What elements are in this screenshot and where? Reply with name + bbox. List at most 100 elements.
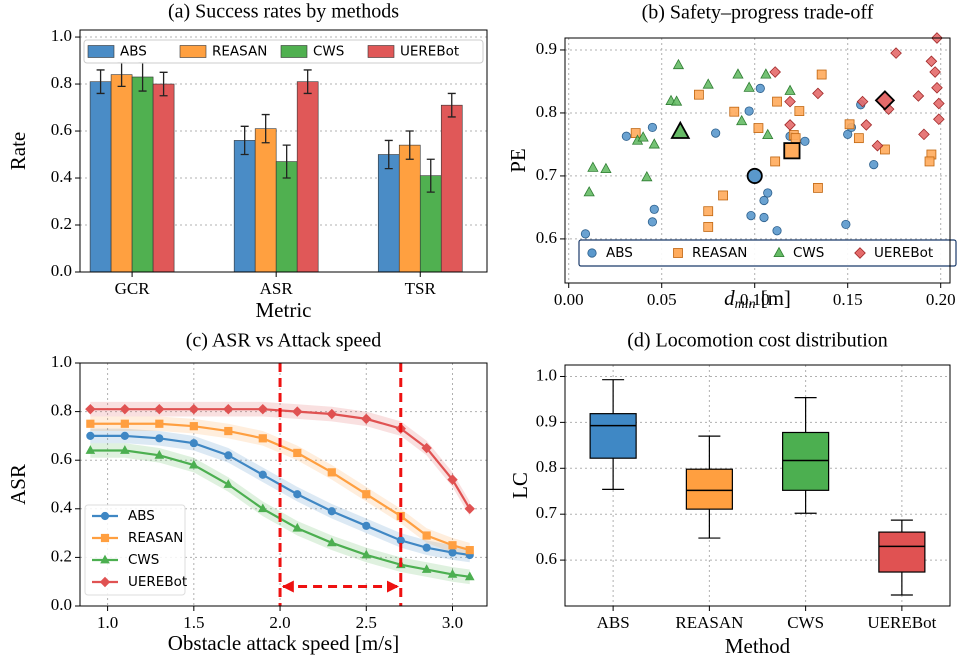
- scatter-point: [641, 170, 653, 182]
- scatter-point: [670, 95, 683, 106]
- scatter-point: [931, 81, 943, 94]
- scatter-point: [630, 128, 641, 139]
- legend-label: REASAN: [128, 530, 183, 546]
- scatter-point: [746, 211, 756, 221]
- scatter-point: [759, 195, 769, 206]
- scatter-point: [621, 131, 631, 141]
- y-tick-label: 0.8: [51, 401, 72, 420]
- panel: 0.0 0.2 0.4 0.6 0.8 1.0 (a) Success rates by m…: [6, 1, 488, 322]
- scatter-point: [784, 84, 796, 95]
- line-marker: [189, 439, 198, 448]
- legend-label: ABS: [606, 245, 633, 261]
- bar: [89, 81, 112, 273]
- whisker-high: [890, 519, 913, 533]
- scatter-point: [718, 190, 728, 201]
- y-tick-label: 0.9: [536, 39, 557, 58]
- error-bar: [384, 139, 393, 170]
- x-tick-label: 3.0: [442, 613, 463, 632]
- line-marker: [86, 419, 95, 428]
- scatter-point: [812, 87, 824, 100]
- line-marker: [447, 569, 458, 578]
- scatter-point: [759, 212, 769, 223]
- plot-frame: [564, 37, 951, 284]
- scatter-point: [744, 106, 754, 116]
- x-tick-label: ABS: [597, 613, 630, 632]
- y-tick-label: 0.9: [536, 411, 557, 430]
- bar: [377, 154, 400, 273]
- line-marker: [119, 403, 131, 415]
- legend-box: [578, 239, 957, 267]
- scatter-point: [583, 186, 595, 197]
- scatter-point: [800, 136, 810, 146]
- scatter-point: [871, 139, 884, 152]
- scatter-point: [600, 162, 612, 174]
- x-axis-label: dmin [m]: [724, 286, 791, 312]
- scatter-point: [853, 133, 864, 144]
- y-axis-label: Rate: [6, 132, 30, 170]
- legend-swatch: [367, 45, 395, 58]
- box: [685, 468, 733, 510]
- bar: [440, 104, 463, 273]
- line-marker: [465, 546, 474, 555]
- scatter-point: [753, 123, 764, 133]
- y-tick-label: 1.0: [536, 365, 557, 384]
- y-tick-label: 0.2: [51, 546, 72, 565]
- scatter-point: [637, 131, 649, 142]
- scatter-point: [918, 128, 930, 141]
- legend-label: UEREBot: [874, 245, 933, 261]
- bar: [254, 128, 277, 273]
- x-tick-label: 0.15: [833, 290, 863, 309]
- legend-marker: [773, 246, 785, 258]
- x-tick-label: ASR: [260, 279, 294, 298]
- y-axis-label: LC: [508, 472, 532, 499]
- x-axis-label: Method: [725, 634, 791, 658]
- x-tick-label: 0.20: [926, 290, 956, 309]
- x-tick-label: 2.5: [356, 613, 377, 632]
- line-marker: [421, 564, 432, 573]
- line-marker: [189, 422, 198, 431]
- x-tick-label: UEREBot: [867, 613, 936, 632]
- scatter-point: [587, 161, 599, 172]
- box: [878, 531, 926, 573]
- scatter-point: [760, 68, 772, 79]
- y-tick-label: 0.6: [536, 549, 557, 568]
- line-marker: [223, 479, 234, 488]
- line-marker: [155, 434, 164, 443]
- whisker-high: [698, 435, 721, 470]
- whisker-low: [890, 572, 913, 596]
- scatter-point: [856, 95, 869, 108]
- legend-marker: [587, 248, 597, 258]
- y-tick-label: 1.0: [51, 352, 72, 371]
- scatter-point: [784, 119, 796, 131]
- scatter-point: [860, 119, 873, 131]
- scatter-point: [933, 113, 945, 126]
- legend-label: CWS: [313, 44, 344, 60]
- scatter-point: [772, 226, 782, 236]
- whisker-low: [698, 509, 721, 539]
- scatter-point: [648, 138, 660, 149]
- scatter-point: [929, 66, 941, 78]
- scatter-point: [702, 78, 714, 89]
- scatter-point: [762, 128, 774, 139]
- scatter-point: [912, 90, 925, 102]
- scatter-point: [772, 96, 782, 107]
- scatter-point: [880, 144, 890, 155]
- scatter-point: [890, 47, 902, 59]
- legend-label: REASAN: [212, 44, 267, 60]
- line-marker: [326, 408, 337, 420]
- scatter-point: [647, 217, 658, 227]
- scatter-point: [711, 128, 721, 138]
- scatter-point: [694, 89, 704, 100]
- x-tick-label: REASAN: [675, 613, 743, 632]
- line-marker: [448, 541, 457, 550]
- error-bar: [159, 71, 168, 97]
- whisker-low: [794, 490, 817, 514]
- line-marker: [224, 426, 233, 436]
- y-tick-label: 0.6: [51, 120, 72, 139]
- mean-point: [783, 142, 801, 160]
- legend-label: CWS: [128, 552, 159, 568]
- y-tick-label: 0.0: [51, 261, 72, 280]
- scatter-point: [841, 219, 851, 230]
- x-tick-label: 1.0: [97, 613, 118, 632]
